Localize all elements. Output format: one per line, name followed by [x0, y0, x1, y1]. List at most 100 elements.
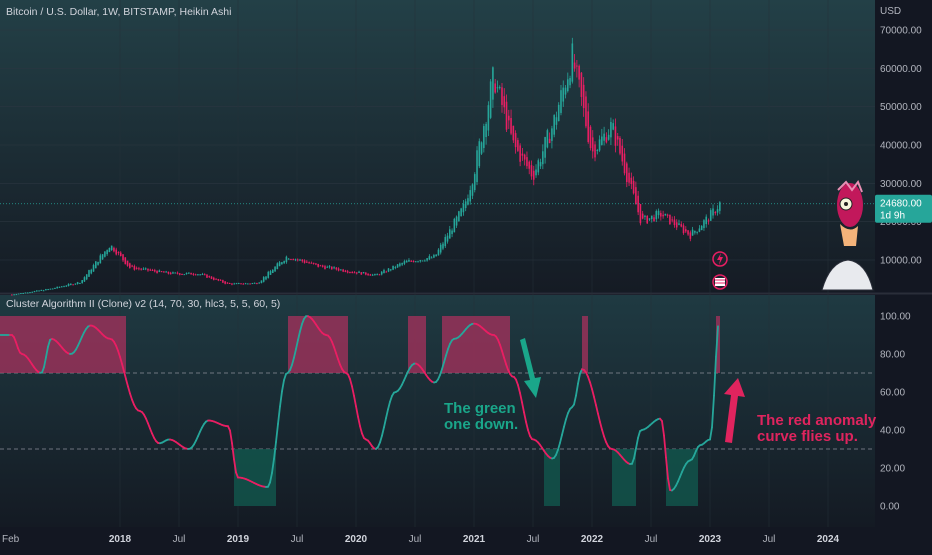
oversold-zone-bar — [618, 449, 620, 506]
overbought-zone-bar — [62, 316, 64, 373]
candle-body — [660, 213, 662, 217]
candle-body — [147, 269, 149, 271]
candle-body — [492, 67, 494, 99]
price-currency-label: USD — [880, 6, 901, 17]
candle-body — [27, 293, 29, 294]
oversold-zone-bar — [256, 449, 258, 506]
red-annotation: The red anomaly curve flies up. — [757, 413, 876, 445]
oversold-zone-bar — [684, 449, 686, 506]
candle-body — [449, 229, 451, 238]
time-tick-label: 2024 — [817, 534, 840, 545]
candle-body — [124, 257, 126, 264]
candle-body — [340, 270, 342, 271]
candle-body — [712, 208, 714, 215]
candle-body — [34, 291, 36, 292]
candle-body — [299, 260, 301, 261]
candle-body — [256, 283, 258, 284]
oversold-zone-bar — [676, 449, 678, 506]
candle-body — [183, 274, 185, 275]
indicator-tick-label: 0.00 — [880, 502, 900, 513]
candle-body — [513, 126, 515, 141]
overbought-zone-bar — [70, 316, 72, 373]
overbought-zone-bar — [80, 316, 82, 373]
candle-body — [508, 116, 510, 121]
candle-body — [70, 284, 72, 285]
candle-body — [65, 286, 67, 287]
candle-body — [127, 261, 129, 266]
candle-body — [463, 204, 465, 212]
candle-body — [109, 248, 111, 252]
overbought-zone-bar — [318, 316, 320, 373]
candle-body — [365, 273, 367, 275]
oversold-zone-bar — [628, 449, 630, 506]
overbought-zone-bar — [480, 316, 482, 373]
overbought-zone-bar — [18, 316, 20, 373]
candle-body — [97, 262, 99, 265]
candle-body — [569, 78, 571, 85]
candle-body — [419, 260, 421, 261]
candle-body — [100, 255, 102, 263]
candle-body — [263, 277, 265, 282]
candle-body — [354, 272, 356, 273]
overbought-zone-bar — [288, 316, 290, 373]
time-tick-label: Jul — [645, 534, 658, 545]
candle-body — [699, 228, 701, 231]
countdown-value: 1d 9h — [880, 211, 905, 222]
candle-body — [88, 270, 90, 277]
candle-body — [159, 270, 161, 272]
candle-body — [220, 280, 222, 281]
candle-body — [349, 272, 351, 273]
overbought-zone-bar — [466, 316, 468, 373]
candle-body — [313, 263, 315, 264]
candle-body — [515, 133, 517, 147]
overbought-zone-bar — [102, 316, 104, 373]
candle-body — [474, 174, 476, 190]
candle-body — [242, 284, 244, 285]
candle-body — [476, 150, 478, 182]
candle-body — [283, 261, 285, 263]
candle-body — [655, 211, 657, 219]
candle-body — [585, 96, 587, 126]
indicator-tick-label: 100.00 — [880, 312, 911, 323]
candle-body — [608, 135, 610, 140]
candle-body — [488, 105, 490, 130]
oversold-zone-bar — [686, 449, 688, 506]
candle-body — [356, 272, 358, 273]
overbought-zone-bar — [312, 316, 314, 373]
overbought-zone-bar — [6, 316, 8, 373]
candle-body — [615, 126, 617, 145]
candle-body — [240, 283, 242, 284]
candle-body — [345, 271, 347, 272]
time-tick-label: Jul — [291, 534, 304, 545]
candle-body — [120, 253, 122, 256]
candle-body — [665, 214, 667, 216]
candle-body — [422, 261, 424, 262]
candle-body — [326, 267, 328, 268]
candle-body — [301, 260, 303, 262]
time-tick-label: 2019 — [227, 534, 250, 545]
candle-body — [45, 289, 47, 290]
overbought-zone-bar — [324, 316, 326, 373]
candle-body — [360, 272, 362, 274]
candle-body — [574, 63, 576, 69]
candle-body — [233, 283, 235, 284]
overbought-zone-bar — [446, 316, 448, 373]
candle-body — [469, 190, 471, 201]
overbought-zone-bar — [336, 316, 338, 373]
candle-body — [59, 287, 61, 288]
overbought-zone-bar — [718, 316, 720, 373]
overbought-zone-bar — [98, 316, 100, 373]
candle-body — [381, 272, 383, 275]
overbought-zone-bar — [582, 316, 584, 373]
candle-body — [84, 277, 86, 281]
candle-body — [478, 141, 480, 166]
overbought-zone-bar — [458, 316, 460, 373]
candle-body — [676, 222, 678, 227]
candle-body — [372, 275, 374, 276]
candle-body — [696, 232, 698, 233]
candle-body — [631, 178, 633, 184]
candle-body — [358, 272, 360, 273]
candle-body — [252, 283, 254, 284]
overbought-zone-bar — [2, 316, 4, 373]
